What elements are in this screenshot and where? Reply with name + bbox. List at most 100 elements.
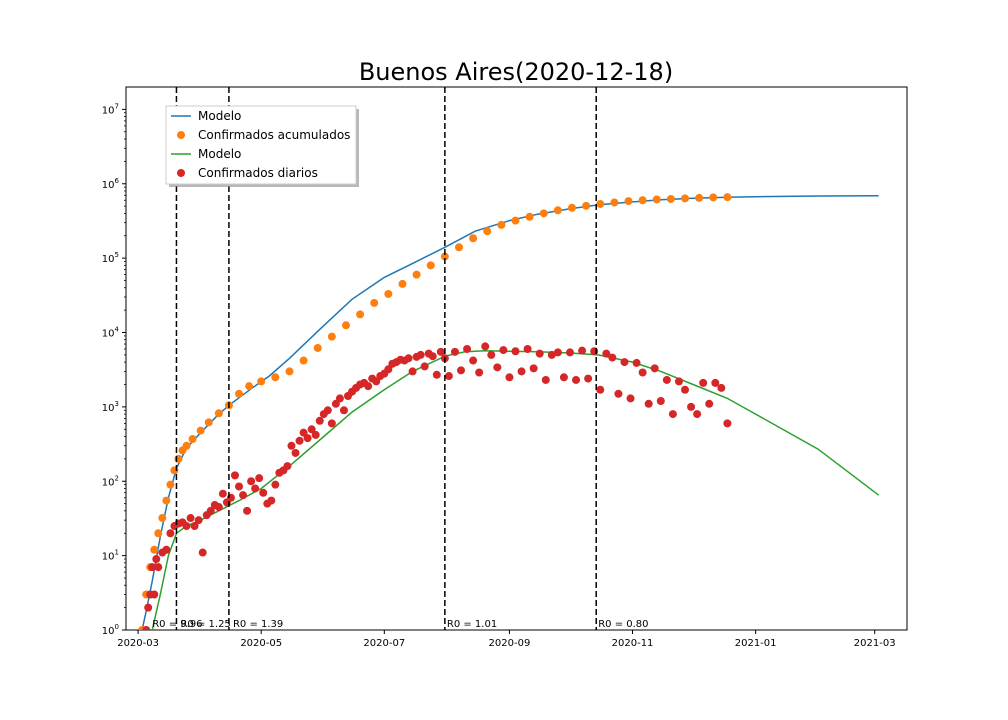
- daily-point: [251, 484, 260, 493]
- daily-point: [475, 368, 484, 377]
- cumulative-point: [154, 529, 163, 538]
- daily-point: [614, 389, 623, 398]
- daily-point: [150, 590, 159, 599]
- x-tick-label: 2020-07: [363, 638, 405, 649]
- cumulative-point: [370, 298, 379, 307]
- daily-point: [687, 402, 696, 411]
- legend-label: Modelo: [198, 147, 241, 161]
- daily-point: [323, 406, 332, 415]
- x-tick-label: 2020-11: [612, 638, 654, 649]
- daily-point: [408, 367, 417, 376]
- daily-point: [632, 358, 641, 367]
- x-tick-label: 2021-03: [854, 638, 896, 649]
- daily-point: [444, 372, 453, 381]
- daily-point: [487, 350, 496, 359]
- r0-label: R0 = 1.39: [233, 619, 283, 630]
- cumulative-point: [384, 289, 393, 298]
- daily-point: [239, 491, 248, 500]
- legend-label: Modelo: [198, 109, 241, 123]
- daily-point: [243, 506, 252, 515]
- daily-point: [553, 348, 562, 357]
- daily-point: [644, 399, 653, 408]
- daily-point: [247, 477, 256, 486]
- y-tick-label: 105: [102, 251, 119, 265]
- daily-point: [436, 347, 445, 356]
- daily-point: [152, 555, 161, 564]
- daily-point: [699, 378, 708, 387]
- cumulative-point: [174, 454, 183, 463]
- daily-point: [693, 410, 702, 419]
- daily-point: [311, 430, 320, 439]
- daily-point: [499, 346, 508, 355]
- daily-point: [656, 396, 665, 405]
- daily-point: [190, 522, 199, 531]
- daily-point: [626, 394, 635, 403]
- daily-point: [584, 374, 593, 383]
- cumulative-point: [341, 321, 350, 330]
- cumulative-point: [596, 199, 605, 208]
- daily-point: [259, 488, 268, 497]
- daily-point: [364, 382, 373, 391]
- daily-point: [541, 375, 550, 384]
- daily-point: [572, 375, 581, 384]
- daily-point: [303, 434, 312, 443]
- cumulative-point: [356, 310, 365, 319]
- y-tick-label: 106: [102, 177, 120, 191]
- daily-point: [602, 349, 611, 358]
- cumulative-point: [582, 201, 591, 210]
- daily-point: [404, 354, 413, 363]
- cumulative-point: [204, 418, 213, 427]
- daily-point: [590, 347, 599, 356]
- daily-point: [723, 419, 732, 428]
- r0-label: R0 = 9.96: [152, 619, 202, 630]
- daily-point: [463, 345, 472, 354]
- cumulative-point: [188, 434, 197, 443]
- daily-point: [547, 350, 556, 359]
- daily-point: [198, 548, 207, 557]
- daily-point: [206, 506, 215, 515]
- daily-point: [523, 345, 532, 354]
- daily-point: [681, 385, 690, 394]
- daily-point: [578, 346, 587, 355]
- daily-point: [327, 419, 336, 428]
- daily-point: [287, 441, 296, 450]
- legend-label: Confirmados diarios: [198, 166, 318, 180]
- daily-point: [638, 368, 647, 377]
- y-tick-label: 101: [102, 549, 119, 563]
- daily-point: [182, 522, 191, 531]
- legend-marker-swatch: [177, 131, 185, 139]
- cumulative-point: [638, 196, 647, 205]
- cumulative-point: [553, 206, 562, 215]
- daily-point: [420, 362, 429, 371]
- cumulative-point: [182, 441, 191, 450]
- cumulative-point: [440, 252, 449, 261]
- daily-point: [432, 370, 441, 379]
- daily-point: [384, 365, 393, 374]
- cumulative-point: [398, 279, 407, 288]
- axes-frame: [125, 86, 908, 631]
- daily-point: [662, 375, 671, 384]
- cumulative-point: [469, 234, 478, 243]
- cumulative-point: [681, 194, 690, 203]
- cumulative-point: [426, 261, 435, 270]
- daily-point: [650, 364, 659, 373]
- x-tick-label: 2020-05: [240, 638, 282, 649]
- cumulative-point: [150, 545, 159, 554]
- cumulative-point: [158, 514, 167, 523]
- daily-point: [255, 474, 264, 483]
- cumulative-point: [162, 496, 171, 505]
- daily-point: [717, 383, 726, 392]
- plot-area: 100 101 102 103 104 105 106 107 2020-03 2020-05 20…: [102, 86, 908, 649]
- cumulative-point: [567, 203, 576, 212]
- cumulative-point: [313, 343, 322, 352]
- daily-point: [565, 348, 574, 357]
- daily-point: [608, 353, 617, 362]
- daily-point: [481, 342, 490, 351]
- daily-point: [291, 448, 300, 457]
- series-group: [138, 193, 880, 630]
- cumulative-point: [483, 227, 492, 236]
- daily-point: [166, 529, 175, 538]
- legend-marker-swatch: [177, 169, 185, 177]
- r0-label: R0 = 1.01: [447, 619, 497, 630]
